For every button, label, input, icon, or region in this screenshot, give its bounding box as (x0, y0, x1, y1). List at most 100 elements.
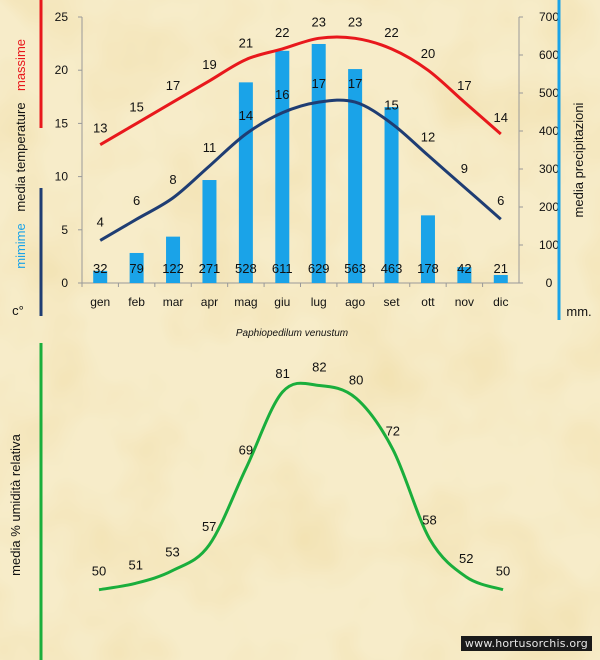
min-temp-data-label: 15 (384, 97, 398, 112)
max-temp-data-label: 21 (239, 36, 253, 51)
x-axis-tick-label: ago (345, 295, 365, 309)
humidity-axis-label: media % umidità relativa (8, 433, 23, 575)
left-axis-tick-label: 10 (55, 170, 69, 184)
min-temp-data-label: 6 (497, 193, 504, 208)
min-temp-data-label: 4 (97, 214, 104, 229)
humidity-data-label: 82 (312, 360, 326, 375)
humidity-chart: 50 51 53 57 69 81 82 80 72 58 52 50 (92, 360, 510, 592)
precip-data-label: 79 (129, 261, 143, 276)
precip-axis-label: media precipitazioni (571, 102, 586, 217)
precip-unit-label: mm. (566, 304, 591, 319)
precip-data-label: 528 (235, 261, 257, 276)
precip-data-label: 271 (199, 261, 221, 276)
right-axis-tick-label: 300 (539, 162, 559, 176)
precip-data-label: 42 (457, 261, 471, 276)
x-axis-tick-label: nov (455, 295, 474, 309)
right-axis-tick-label: 400 (539, 124, 559, 138)
max-temp-data-label: 23 (311, 14, 325, 29)
left-axis-tick-label: 25 (55, 10, 69, 24)
humidity-data-label: 81 (275, 366, 289, 381)
right-axis-tick-label: 700 (539, 10, 559, 24)
precip-bar (420, 215, 435, 283)
x-axis-tick-label: lug (311, 295, 327, 309)
max-temp-data-label: 22 (384, 25, 398, 40)
max-temp-data-label: 14 (494, 110, 508, 125)
x-axis-tick-label: mag (234, 295, 257, 309)
humidity-data-label: 53 (165, 545, 179, 560)
max-temp-data-label: 17 (166, 78, 180, 93)
humidity-data-label: 50 (92, 564, 106, 579)
precip-bar (166, 236, 181, 283)
precip-bar (93, 270, 108, 283)
humidity-data-label: 72 (386, 423, 400, 438)
min-temp-data-label: 14 (239, 108, 253, 123)
min-temp-data-label: 11 (203, 140, 217, 155)
min-temp-data-label: 17 (311, 76, 325, 91)
precip-data-label: 122 (162, 261, 184, 276)
left-axis-tick-label: 0 (61, 276, 68, 290)
max-temp-data-label: 20 (421, 46, 435, 61)
precip-data-label: 611 (272, 261, 293, 276)
max-temp-data-label: 22 (275, 25, 289, 40)
min-temp-line (99, 98, 502, 242)
left-axis-tick-label: 15 (55, 116, 69, 130)
precip-bar (129, 252, 144, 283)
min-temp-axis-label: mimime (13, 223, 28, 269)
x-axis-tick-label: gen (90, 295, 110, 309)
precip-data-label: 178 (417, 261, 439, 276)
min-temp-data-label: 17 (348, 76, 362, 91)
max-temp-line (99, 35, 502, 146)
right-axis-tick-label: 500 (539, 86, 559, 100)
humidity-data-label: 58 (422, 513, 436, 528)
watermark: www.hortusorchis.org (460, 636, 592, 651)
precip-bar (493, 275, 508, 283)
max-temp-data-label: 19 (202, 57, 216, 72)
temperature-precipitation-chart: 0 5 10 15 20 25 0 100 200 300 400 500 600 700 gen feb ma… (55, 10, 560, 309)
min-temp-data-label: 12 (421, 129, 435, 144)
humidity-line (98, 381, 504, 592)
precip-bar (457, 267, 472, 283)
max-temp-axis-label: massime (13, 39, 28, 91)
x-axis-tick-label: giu (274, 295, 290, 309)
min-temp-data-label: 8 (169, 172, 176, 187)
left-axis-tick-label: 5 (61, 223, 68, 237)
x-axis-tick-label: feb (128, 295, 145, 309)
humidity-data-label: 50 (496, 564, 510, 579)
min-temp-data-label: 9 (461, 161, 468, 176)
chart-title: Paphiopedilum venustum (236, 328, 348, 339)
left-axis-tick-label: 20 (55, 63, 69, 77)
precip-data-label: 32 (93, 261, 107, 276)
precip-bar (348, 69, 363, 283)
precip-data-label: 463 (381, 261, 403, 276)
precip-data-label: 21 (494, 261, 508, 276)
right-axis-tick-label: 200 (539, 200, 559, 214)
right-axis-tick-label: 0 (546, 276, 553, 290)
x-axis-tick-label: set (384, 295, 401, 309)
temperature-axis-label: media temperature (13, 102, 28, 211)
precip-bar (202, 180, 217, 283)
max-temp-data-label: 23 (348, 14, 362, 29)
right-axis-tick-label: 100 (539, 238, 559, 252)
x-axis-tick-label: apr (201, 295, 218, 309)
min-temp-data-label: 16 (275, 87, 289, 102)
humidity-data-label: 57 (202, 519, 216, 534)
max-temp-data-label: 17 (457, 78, 471, 93)
humidity-data-label: 52 (459, 551, 473, 566)
x-axis-tick-label: ott (421, 295, 435, 309)
max-temp-data-label: 13 (93, 121, 107, 136)
precip-data-label: 629 (308, 261, 330, 276)
precip-data-label: 563 (344, 261, 366, 276)
temperature-unit-label: c° (12, 303, 24, 318)
x-axis-tick-label: mar (163, 295, 184, 309)
precip-bar (275, 50, 290, 283)
humidity-data-label: 51 (128, 557, 142, 572)
right-axis-tick-label: 600 (539, 48, 559, 62)
precip-bar (384, 107, 399, 283)
humidity-data-label: 69 (239, 442, 253, 457)
max-temp-data-label: 15 (129, 99, 143, 114)
x-axis-tick-label: dic (493, 295, 508, 309)
humidity-data-label: 80 (349, 372, 363, 387)
min-temp-data-label: 6 (133, 193, 140, 208)
